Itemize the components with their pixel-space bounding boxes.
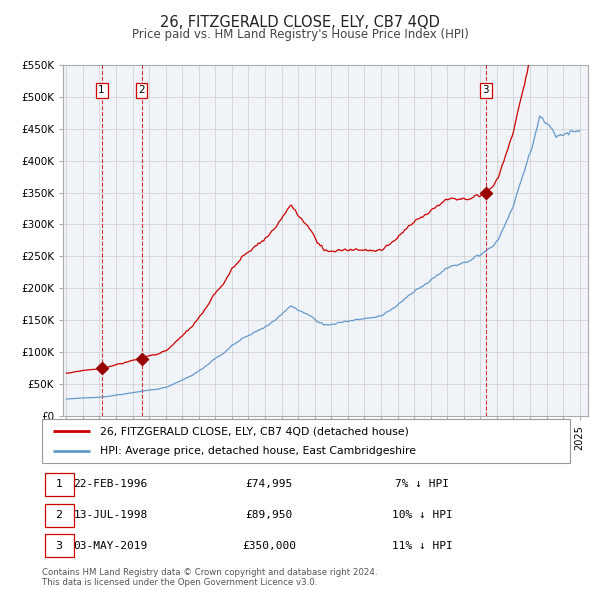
Text: Price paid vs. HM Land Registry's House Price Index (HPI): Price paid vs. HM Land Registry's House … bbox=[131, 28, 469, 41]
Text: 13-JUL-1998: 13-JUL-1998 bbox=[74, 510, 148, 520]
Text: 22-FEB-1996: 22-FEB-1996 bbox=[74, 480, 148, 489]
Text: Contains HM Land Registry data © Crown copyright and database right 2024.
This d: Contains HM Land Registry data © Crown c… bbox=[42, 568, 377, 587]
Bar bbox=[44, 473, 74, 496]
Text: 26, FITZGERALD CLOSE, ELY, CB7 4QD: 26, FITZGERALD CLOSE, ELY, CB7 4QD bbox=[160, 15, 440, 30]
Text: £74,995: £74,995 bbox=[245, 480, 293, 489]
Text: 1: 1 bbox=[98, 86, 105, 96]
Text: 7% ↓ HPI: 7% ↓ HPI bbox=[395, 480, 449, 489]
Text: HPI: Average price, detached house, East Cambridgeshire: HPI: Average price, detached house, East… bbox=[100, 446, 416, 456]
Text: 2: 2 bbox=[56, 510, 63, 520]
Text: 11% ↓ HPI: 11% ↓ HPI bbox=[392, 541, 452, 550]
Text: 03-MAY-2019: 03-MAY-2019 bbox=[74, 541, 148, 550]
Text: 3: 3 bbox=[56, 541, 62, 550]
Text: £89,950: £89,950 bbox=[245, 510, 293, 520]
Text: 2: 2 bbox=[138, 86, 145, 96]
Text: 1: 1 bbox=[56, 480, 62, 489]
Text: £350,000: £350,000 bbox=[242, 541, 296, 550]
Bar bbox=[44, 504, 74, 526]
Text: 26, FITZGERALD CLOSE, ELY, CB7 4QD (detached house): 26, FITZGERALD CLOSE, ELY, CB7 4QD (deta… bbox=[100, 427, 409, 436]
Text: 10% ↓ HPI: 10% ↓ HPI bbox=[392, 510, 452, 520]
Bar bbox=[44, 535, 74, 557]
Text: 3: 3 bbox=[482, 86, 489, 96]
